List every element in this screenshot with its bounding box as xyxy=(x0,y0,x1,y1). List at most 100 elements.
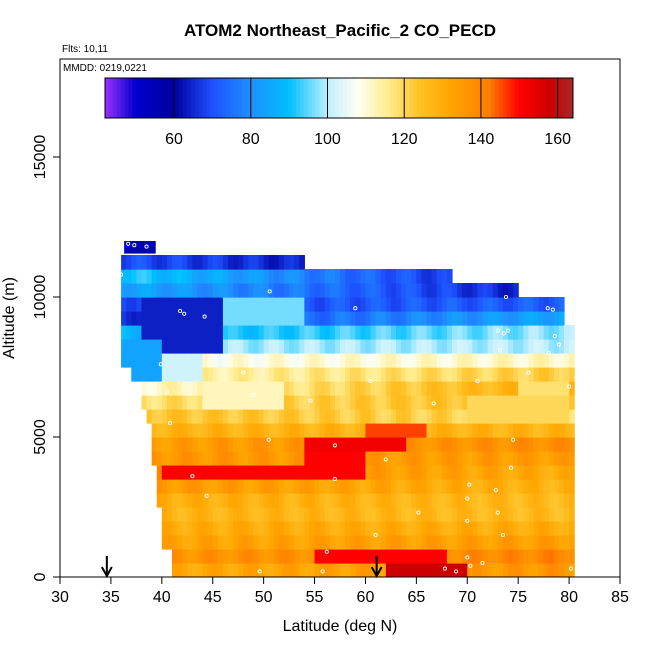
colorbar-cell xyxy=(385,78,391,118)
colorbar-cell xyxy=(393,78,398,118)
heatmap-cell xyxy=(441,465,448,480)
heatmap-cell xyxy=(238,493,244,508)
heatmap-cell xyxy=(548,381,555,396)
heatmap-cell xyxy=(228,493,234,508)
heatmap-cell xyxy=(497,423,504,438)
heatmap-cell xyxy=(238,507,244,522)
heatmap-cell xyxy=(558,451,565,466)
heatmap-cell xyxy=(497,367,504,382)
colorbar-cell xyxy=(518,78,523,118)
heatmap-cell xyxy=(299,297,305,312)
heatmap-cell xyxy=(329,339,336,354)
colorbar-cell xyxy=(354,78,359,118)
heatmap-cell xyxy=(502,465,509,480)
heatmap-cell xyxy=(294,381,300,396)
heatmap-cell xyxy=(390,353,397,368)
heatmap-cell xyxy=(131,339,137,354)
heatmap-cell xyxy=(370,521,377,536)
heatmap-cell xyxy=(334,297,341,312)
colorbar-cell xyxy=(506,78,512,118)
heatmap-cell xyxy=(233,437,239,452)
heatmap-cell xyxy=(238,535,244,550)
heatmap-cell xyxy=(217,563,224,577)
heatmap-cell xyxy=(365,381,372,396)
heatmap-cell xyxy=(350,325,356,340)
heatmap-cell xyxy=(513,409,519,424)
heatmap-cell xyxy=(273,507,280,522)
heatmap-cell xyxy=(151,423,158,438)
heatmap-cell xyxy=(350,507,356,522)
sample-point xyxy=(431,401,436,406)
heatmap-cell xyxy=(396,297,402,312)
heatmap-cell xyxy=(564,409,570,424)
heatmap-cell xyxy=(289,493,295,508)
heatmap-cell xyxy=(533,409,540,424)
heatmap-cell xyxy=(192,255,199,270)
heatmap-cell xyxy=(253,311,260,326)
heatmap-cell xyxy=(564,563,570,577)
heatmap-cell xyxy=(558,507,565,522)
heatmap-cell xyxy=(436,465,443,480)
heatmap-cell xyxy=(446,493,453,508)
heatmap-cell xyxy=(538,549,545,564)
heatmap-cell xyxy=(441,381,448,396)
heatmap-cell xyxy=(436,507,443,522)
heatmap-cell xyxy=(355,297,361,312)
heatmap-cell xyxy=(156,269,163,284)
heatmap-cell xyxy=(401,325,407,340)
colorbar-cell xyxy=(483,78,488,118)
heatmap-cell xyxy=(467,381,473,396)
heatmap-cell xyxy=(518,563,524,577)
heatmap-cell xyxy=(314,311,321,326)
heatmap-cell xyxy=(390,283,397,298)
heatmap-cell xyxy=(411,325,417,340)
heatmap-cell xyxy=(426,395,433,410)
heatmap-cell xyxy=(436,297,443,312)
colorbar-cell xyxy=(132,78,137,118)
heatmap-cell xyxy=(538,311,545,326)
heatmap-cell xyxy=(161,409,168,424)
heatmap-cell xyxy=(365,563,372,577)
heatmap-cell xyxy=(396,451,402,466)
heatmap-cell xyxy=(202,563,209,577)
heatmap-cell xyxy=(467,437,473,452)
heatmap-cell xyxy=(212,353,219,368)
heatmap-cell xyxy=(177,269,183,284)
heatmap-cell xyxy=(380,451,387,466)
heatmap-cell xyxy=(294,437,300,452)
heatmap-cell xyxy=(472,465,479,480)
heatmap-cell xyxy=(268,325,275,340)
heatmap-cell xyxy=(121,297,127,312)
heatmap-cell xyxy=(334,367,341,382)
heatmap-cell xyxy=(477,325,484,340)
heatmap-cell xyxy=(365,283,372,298)
heatmap-cell xyxy=(284,437,290,452)
heatmap-cell xyxy=(502,409,509,424)
heatmap-cell xyxy=(558,423,565,438)
heatmap-cell xyxy=(497,521,504,536)
colorbar-cell xyxy=(303,78,309,118)
heatmap-cell xyxy=(294,549,300,564)
heatmap-cell xyxy=(258,507,265,522)
heatmap-cell xyxy=(212,535,219,550)
heatmap-cell xyxy=(472,437,479,452)
heatmap-cell xyxy=(182,395,188,410)
colorbar: 60 80 100 120 140 160 xyxy=(104,77,574,148)
heatmap-cell xyxy=(502,521,509,536)
heatmap-cell xyxy=(319,297,326,312)
profile-arrow-head xyxy=(370,566,383,579)
heatmap-cell xyxy=(508,367,514,382)
heatmap-cell xyxy=(202,395,209,410)
heatmap-cell xyxy=(502,507,509,522)
heatmap-cell xyxy=(355,269,361,284)
heatmap-cell xyxy=(477,493,484,508)
heatmap-cell xyxy=(426,339,433,354)
heatmap-cell xyxy=(233,381,239,396)
colorbar-cells xyxy=(105,78,574,118)
heatmap-cell xyxy=(161,269,168,284)
colorbar-cell xyxy=(112,78,118,118)
heatmap-cell xyxy=(446,325,453,340)
colorbar-cell xyxy=(136,78,141,118)
heatmap-cell xyxy=(538,297,545,312)
sample-point xyxy=(332,476,337,482)
